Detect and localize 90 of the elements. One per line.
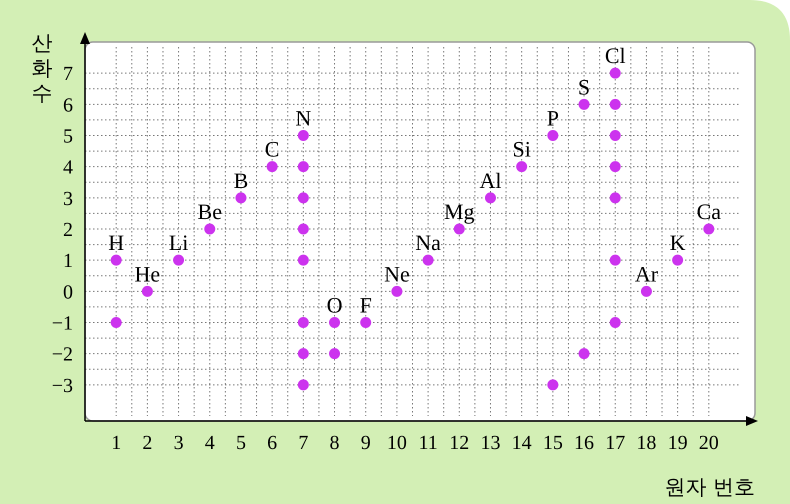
annotation: P [546,106,559,130]
y-tick-label: 4 [63,156,73,179]
annotation: Ne [384,261,410,286]
point [703,224,714,234]
point [578,348,590,360]
point [298,130,309,141]
annotation: B [234,168,248,193]
x-tick-label: 7 [298,432,308,454]
annotation: F [360,292,372,318]
point [329,348,340,360]
point [640,286,652,297]
point [110,317,122,328]
x-tick-label: 10 [386,432,407,454]
x-tick-label: 2 [142,432,152,454]
y-tick-label: 0 [63,281,73,304]
annotation: Si [512,136,531,162]
point [298,317,309,328]
point [110,254,122,266]
point [298,348,309,360]
x-tick-label: 5 [236,432,246,454]
annotation: H [108,230,124,256]
annotation: Li [168,230,188,256]
annotation: Cl [604,43,626,68]
y-tick-label: 6 [63,94,73,116]
point [298,192,309,204]
y-tick-label: −3 [52,374,73,397]
x-tick-label: 16 [574,432,594,454]
point [298,379,309,390]
point [672,254,684,266]
annotation: Al [479,168,502,193]
x-tick-label: 19 [668,432,688,454]
point [547,379,558,390]
annotation: Ca [696,199,722,224]
annotation: Be [198,199,222,224]
y-tick-label: 3 [63,188,73,210]
x-tick-label: 3 [174,432,184,454]
annotation: S [578,74,590,100]
annotation: C [264,136,280,162]
point [484,192,496,204]
point [610,254,621,266]
point [578,98,590,110]
x-tick-label: 6 [267,432,278,454]
point [610,68,621,79]
y-tick-label: 7 [63,63,73,86]
x-tick-label: 8 [330,432,340,454]
point [610,317,621,328]
point [298,161,309,172]
point [391,286,402,297]
x-tick-label: 17 [605,432,626,454]
y-tick-label: 5 [63,126,73,148]
point [142,286,153,297]
point [204,224,216,234]
point [547,130,558,141]
point [610,130,621,141]
point [422,254,434,266]
y-tick-label: −2 [52,344,73,366]
x-tick-label: 13 [480,432,500,454]
annotation: K [670,230,686,256]
point [610,161,621,172]
annotation: N [295,106,312,130]
x-tick-label: 11 [418,432,438,454]
point [610,98,621,110]
point [360,317,372,328]
point [173,254,184,266]
x-tick-label: 15 [542,432,563,454]
annotation: Mg [444,199,475,224]
annotation: Ar [634,261,659,286]
point [454,224,465,234]
point [298,254,309,266]
y-tick-label: 2 [63,219,73,241]
y-axis-title: 산화수 [32,31,52,105]
x-tick-label: 12 [449,432,470,454]
x-tick-label: 14 [512,432,532,454]
annotation: He [134,261,160,286]
y-tick-label: 1 [63,250,73,272]
point [516,161,528,172]
x-tick-label: 18 [636,432,656,454]
y-tick-label: −1 [52,312,73,334]
x-tick-label: 1 [111,432,122,454]
point [266,161,278,172]
x-tick-label: 20 [698,432,719,454]
point [329,317,340,328]
annotation: O [326,292,342,318]
point [235,192,246,204]
x-tick-label: 9 [360,432,371,454]
x-tick-label: 4 [204,432,215,454]
point [298,224,309,234]
x-axis-title: 원자 번호 [664,475,755,499]
point [610,192,621,204]
annotation: Na [415,230,442,256]
